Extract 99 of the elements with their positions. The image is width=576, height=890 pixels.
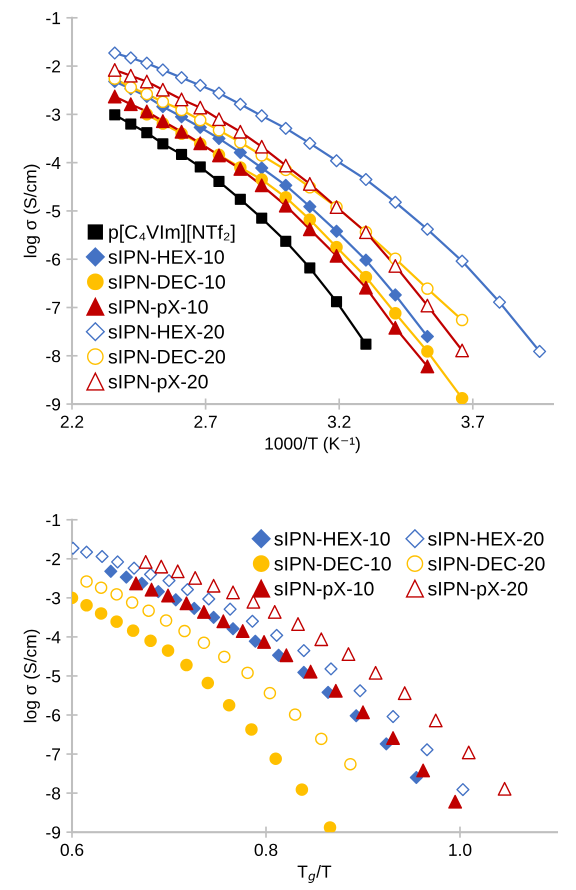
legend-label: sIPN-HEX-20: [428, 532, 544, 546]
point: [180, 596, 194, 610]
point: [368, 666, 383, 680]
point: [342, 647, 356, 662]
point: [174, 124, 188, 139]
point: [156, 82, 170, 97]
point: [161, 588, 175, 602]
point: [170, 564, 185, 578]
point: [233, 124, 248, 139]
legend-label: sIPN-HEX-10: [108, 250, 224, 264]
x-axis-title: T$_{g}$/T: [298, 865, 332, 883]
legend-label: sIPN-HEX-10: [274, 532, 390, 546]
y-tick-label: -3: [46, 108, 60, 121]
legend-label: sIPN-pX-20: [428, 582, 528, 600]
point: [386, 731, 400, 745]
y-tick-label: -6: [46, 253, 60, 266]
point: [193, 100, 208, 115]
point: [302, 176, 317, 191]
x-tick-label: 0.8: [254, 844, 278, 856]
point: [188, 571, 202, 585]
point: [291, 617, 305, 631]
point: [388, 320, 402, 335]
point: [356, 705, 370, 720]
point: [108, 90, 122, 104]
x-tick-label: 2.2: [60, 416, 84, 428]
point: [254, 178, 269, 192]
y-tick-label: -3: [46, 592, 60, 604]
point: [257, 635, 271, 649]
point: [236, 624, 250, 638]
y-tick-label: -9: [46, 398, 60, 411]
y-tick-label: -9: [46, 826, 60, 839]
y-tick-label: -4: [46, 156, 60, 169]
point: [144, 582, 158, 597]
y-tick-label: -1: [46, 12, 60, 24]
legend-label: sIPN-DEC-10: [108, 275, 225, 289]
point: [498, 782, 512, 796]
point: [226, 585, 240, 600]
y-tick-label: -5: [46, 670, 60, 682]
point: [302, 222, 317, 236]
y-tick-label: -7: [46, 302, 60, 314]
point: [124, 68, 138, 83]
y-axis-title: log σ (S/cm): [24, 164, 40, 258]
point: [212, 112, 226, 126]
legend-label: sIPN-pX-20: [108, 374, 208, 392]
x-tick-label: 1.0: [449, 844, 472, 856]
point: [330, 248, 344, 263]
x-tick-label: 3.7: [461, 416, 484, 428]
y-tick-label: -7: [46, 748, 60, 760]
point: [129, 576, 143, 590]
point: [455, 344, 470, 358]
point: [448, 794, 462, 809]
point: [246, 594, 260, 609]
point: [420, 298, 434, 313]
x-axis-title: 1000/T (K⁻¹): [265, 436, 360, 454]
point: [416, 764, 430, 778]
legend-label: sIPN-HEX-20: [108, 324, 224, 339]
y-tick-label: -6: [46, 709, 60, 722]
legend-label: sIPN-DEC-20: [108, 350, 225, 364]
point: [358, 280, 373, 295]
point: [398, 686, 412, 700]
legend-label: sIPN-DEC-10: [274, 556, 391, 571]
point: [140, 104, 154, 118]
y-tick-label: -1: [46, 514, 60, 526]
y-tick-label: -2: [46, 60, 60, 72]
point: [314, 632, 328, 646]
point: [216, 614, 230, 628]
point: [420, 359, 434, 374]
point: [254, 140, 269, 154]
point: [156, 114, 170, 128]
legend-label: sIPN-pX-10: [108, 300, 208, 318]
x-tick-label: 0.6: [60, 844, 84, 856]
legend-label: sIPN-DEC-20: [428, 556, 545, 571]
point: [108, 63, 122, 77]
legend-label: p[C₄VIm][NTf₂]: [109, 224, 234, 243]
point: [124, 97, 138, 112]
y-tick-label: -5: [46, 205, 60, 218]
point: [140, 74, 154, 88]
x-tick-label: 3.2: [328, 416, 350, 428]
y-tick-label: -4: [46, 631, 60, 644]
y-tick-label: -2: [46, 552, 60, 566]
legend-label: sIPN-pX-10: [274, 582, 374, 600]
x-tick-label: 2.7: [194, 416, 217, 428]
point: [196, 604, 211, 619]
point: [279, 648, 294, 662]
y-axis-title: log σ (S/cm): [24, 630, 40, 722]
point: [328, 684, 343, 698]
point: [388, 259, 402, 273]
point: [278, 198, 293, 213]
y-tick-label: -8: [46, 787, 60, 800]
point: [304, 664, 318, 679]
point: [206, 578, 221, 593]
y-tick-label: -8: [46, 350, 60, 362]
point: [268, 604, 282, 619]
point: [462, 746, 476, 760]
point: [138, 554, 153, 569]
point: [174, 92, 188, 106]
point: [154, 560, 168, 574]
point: [278, 158, 293, 172]
point: [428, 714, 443, 728]
